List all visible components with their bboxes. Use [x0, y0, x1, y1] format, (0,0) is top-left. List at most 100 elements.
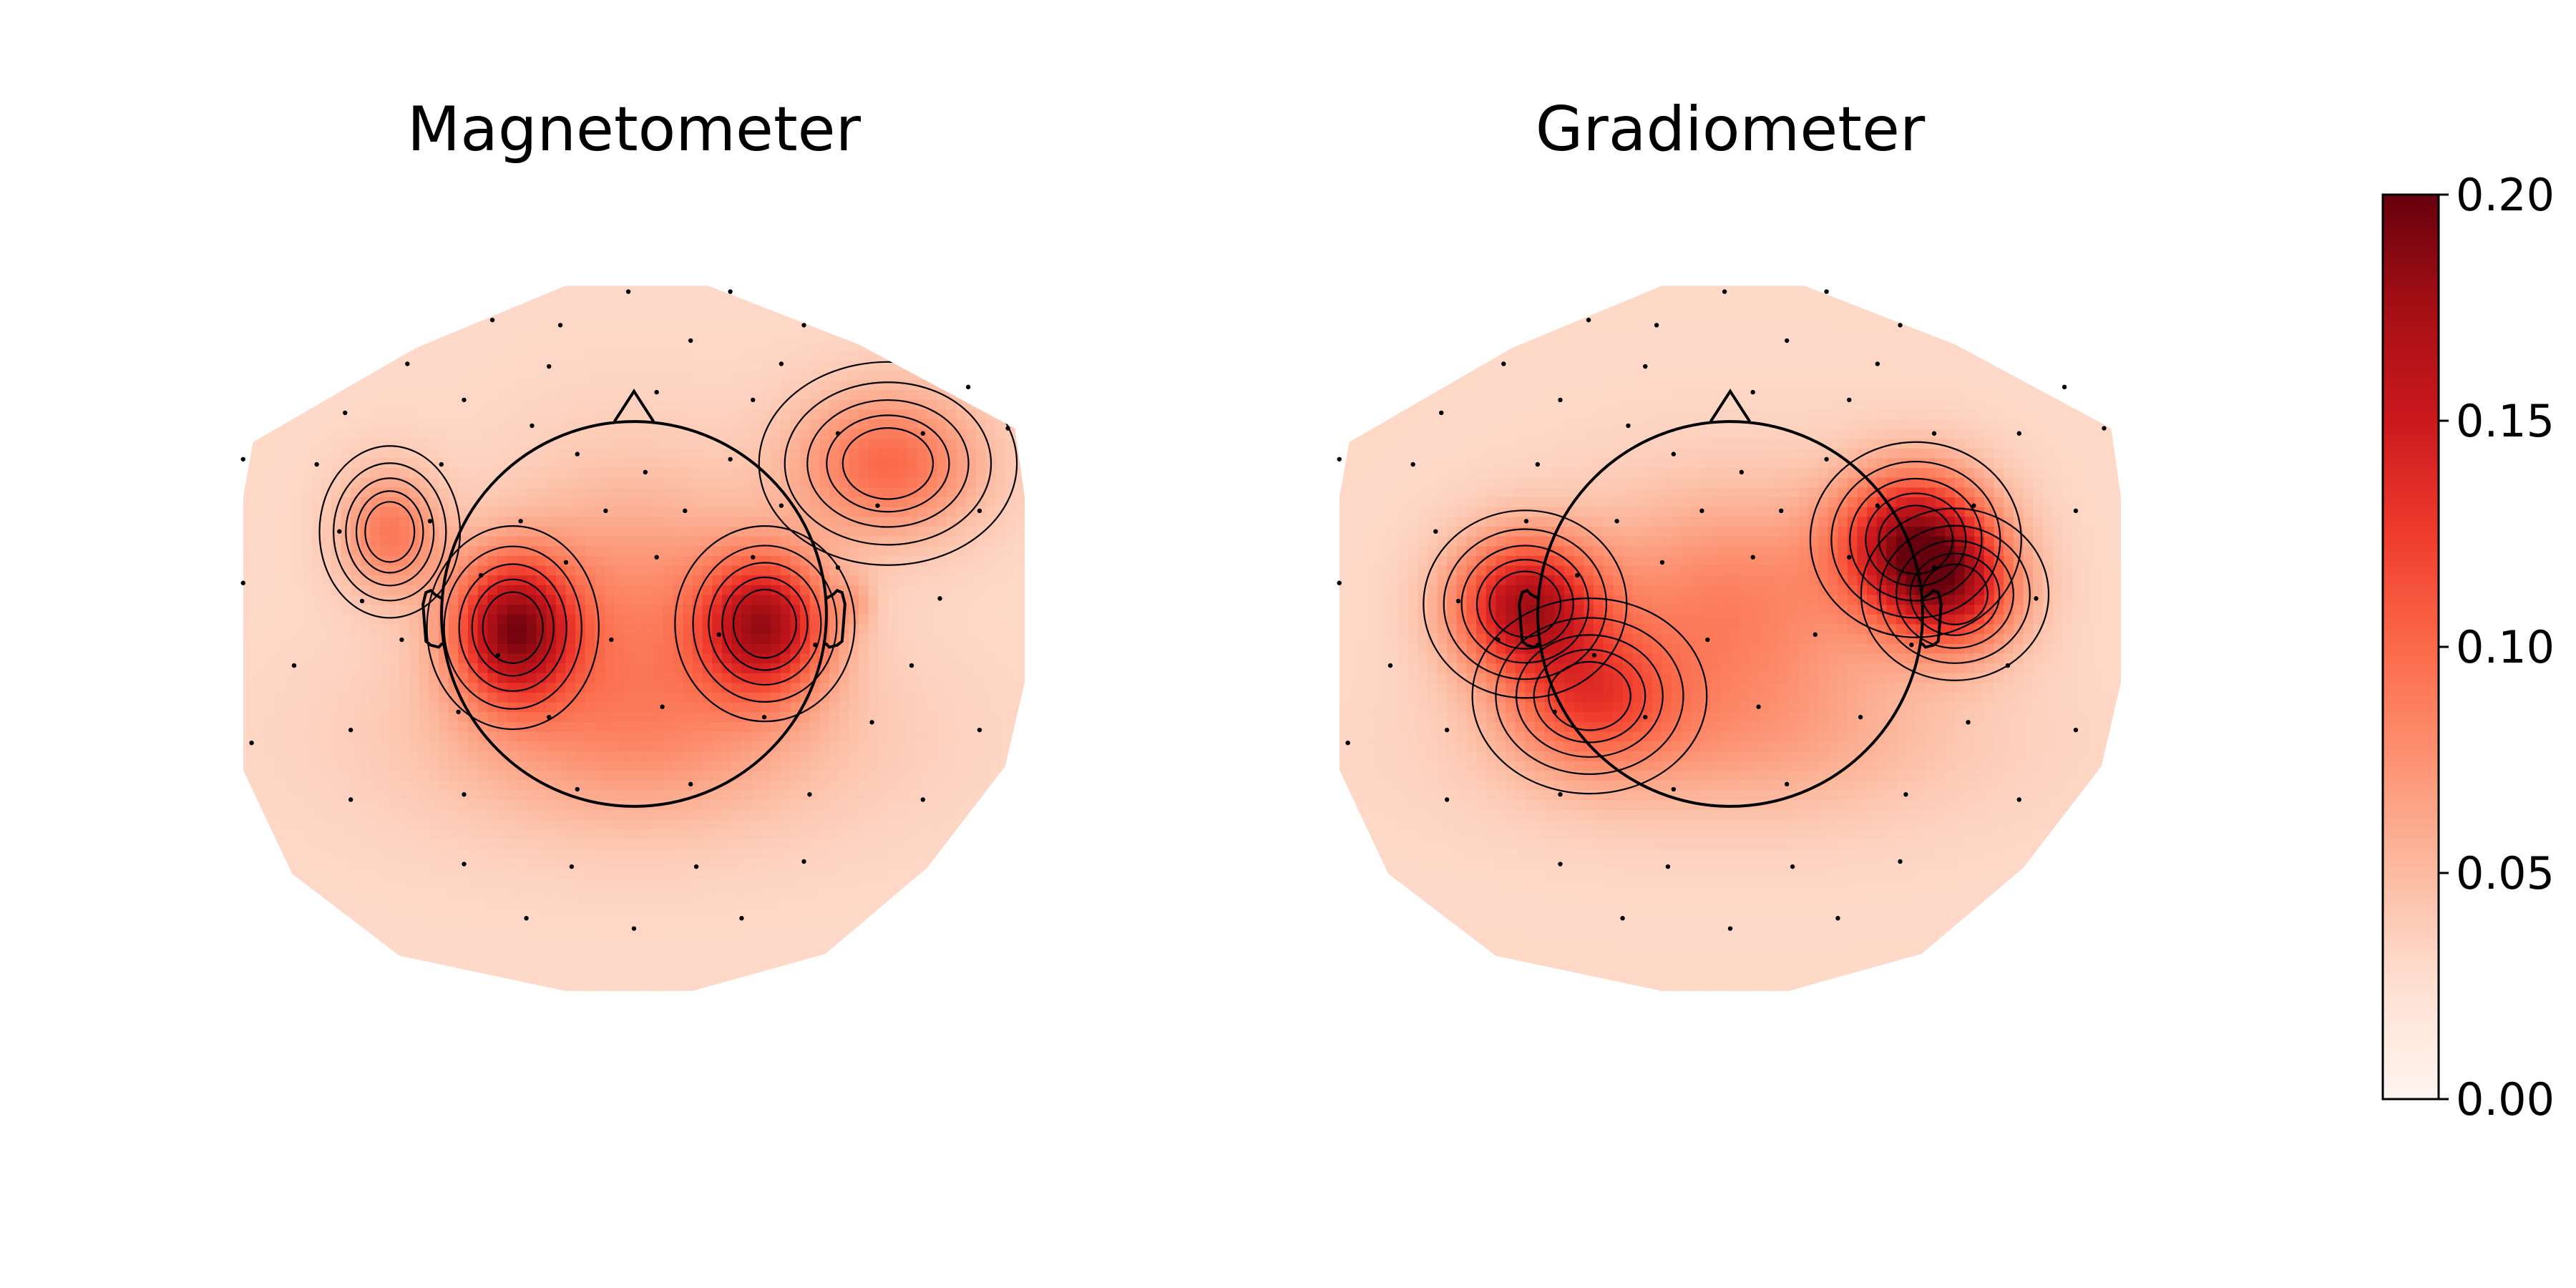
contour-line	[674, 525, 856, 723]
sensor-dot	[337, 529, 342, 534]
sensor-dot	[359, 598, 365, 604]
sensor-dot	[1909, 643, 1914, 648]
sensor-dot	[2016, 797, 2021, 802]
sensor-dot	[779, 503, 784, 508]
sensor-dot	[1966, 720, 1971, 725]
contour-line	[1849, 477, 1983, 602]
sensor-dot	[1496, 637, 1501, 643]
sensor-dot	[683, 508, 688, 514]
sensor-dot	[937, 596, 942, 601]
head-circle	[440, 420, 828, 808]
sensor-dot	[1586, 317, 1591, 323]
sensor-dot	[801, 323, 806, 328]
contour-line	[841, 427, 935, 500]
contour-line	[1809, 441, 2022, 638]
sensor-dot	[716, 632, 721, 638]
sensor-dot	[1523, 519, 1529, 524]
sensor-dot	[1558, 792, 1563, 797]
sensor-dot	[495, 653, 501, 658]
contour-line	[333, 462, 447, 602]
sensor-dot	[1643, 364, 1648, 369]
sensor-dot	[1750, 555, 1755, 560]
sensor-dot	[813, 643, 818, 648]
sensor-dot	[1558, 397, 1563, 403]
sensor-dot	[1824, 289, 1829, 294]
sensor-dot	[557, 323, 563, 328]
sensor-dot	[575, 786, 580, 792]
sensor-dot	[643, 469, 648, 475]
contour-line	[1471, 597, 1708, 795]
contour-line	[1423, 509, 1628, 699]
sensor-dot	[631, 926, 637, 931]
sensor-dot	[739, 916, 744, 921]
sensor-dot	[1931, 565, 1937, 570]
sensor-dot	[654, 389, 659, 395]
contour-line	[1515, 634, 1664, 758]
colorbar-gradient	[2381, 193, 2440, 1101]
sensor-dot	[1552, 709, 1557, 715]
sensor-dot	[2005, 663, 2011, 668]
sensor-dot	[524, 916, 529, 921]
left-ear-icon	[1518, 588, 1540, 649]
contour-line	[426, 525, 600, 731]
gradiometer-topomap	[1337, 286, 2121, 991]
sensor-dot	[1858, 714, 1863, 720]
contour-line	[1879, 525, 2031, 664]
sensor-dot	[462, 862, 467, 867]
sensor-dot	[348, 797, 353, 802]
sensor-dot	[1345, 740, 1350, 746]
sensor-dot	[1750, 389, 1755, 395]
sensor-dot	[1535, 462, 1541, 467]
sensor-dot	[563, 560, 569, 565]
colorbar-tick-label: 0.15	[2456, 395, 2555, 447]
sensor-dot	[1875, 361, 1880, 366]
contour-line	[1475, 559, 1574, 650]
contour-lines	[1423, 441, 2050, 795]
contour-line	[1460, 545, 1590, 664]
contour-line	[1548, 660, 1631, 731]
sensor-positions	[240, 289, 1010, 931]
contour-line	[482, 591, 544, 664]
sensor-dot	[751, 397, 756, 403]
sensor-dot	[1739, 469, 1745, 475]
sensor-dot	[1659, 560, 1665, 565]
sensor-dot	[1847, 555, 1852, 560]
sensor-dot	[1671, 452, 1677, 457]
colorbar-tick-label: 0.10	[2456, 621, 2555, 673]
sensor-dot	[965, 384, 971, 390]
contour-line	[708, 562, 822, 686]
sensor-dot	[439, 462, 444, 467]
colorbar-ticks: 0.00 0.05 0.10 0.15 0.20	[2439, 169, 2555, 1126]
sensor-dot	[1410, 462, 1415, 467]
contour-line	[1909, 552, 2001, 636]
sensor-dot	[609, 637, 614, 643]
contour-line	[732, 588, 797, 659]
nose-icon	[1709, 389, 1751, 423]
sensor-dot	[1835, 916, 1840, 921]
contour-line	[1533, 648, 1646, 743]
sensor-dot	[1501, 361, 1506, 366]
sensor-dot	[1558, 862, 1563, 867]
sensor-dot	[2073, 508, 2079, 514]
sensor-dot	[575, 452, 580, 457]
left-ear-icon	[421, 588, 444, 649]
sensor-dot	[1337, 580, 1342, 585]
sensor-dot	[1575, 572, 1580, 578]
sensor-dot	[660, 704, 665, 709]
sensor-dot	[835, 565, 841, 570]
sensor-dot	[2062, 384, 2067, 390]
sensor-dot	[1665, 864, 1671, 869]
contour-line	[1860, 507, 2050, 681]
magnetometer-topomap	[240, 286, 1025, 991]
sensor-dot	[751, 555, 756, 560]
sensor-dot	[1898, 859, 1903, 864]
gradiometer-panel: Gradiometer	[1337, 94, 2121, 991]
sensor-dot	[489, 317, 495, 323]
colorbar: 0.00 0.05 0.10 0.15 0.20	[2381, 169, 2555, 1126]
sensor-dot	[399, 637, 404, 643]
sensor-dot	[1439, 410, 1444, 416]
sensor-dot	[1784, 781, 1790, 787]
sensor-dot	[1699, 508, 1704, 514]
contour-line	[364, 501, 416, 563]
